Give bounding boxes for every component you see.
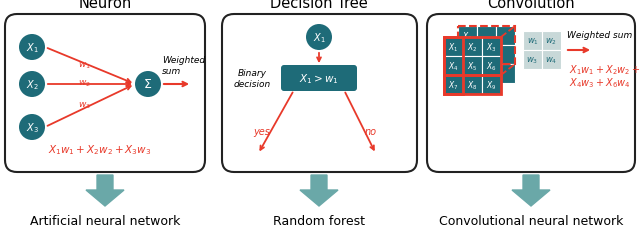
- Bar: [463, 76, 482, 95]
- Text: $w_4$: $w_4$: [545, 55, 557, 65]
- Text: $X_2$: $X_2$: [26, 78, 38, 92]
- Circle shape: [306, 25, 332, 51]
- Text: $X_9$: $X_9$: [462, 68, 473, 80]
- Text: $X_6$: $X_6$: [486, 60, 497, 72]
- Text: $X_3$: $X_3$: [462, 30, 473, 43]
- FancyBboxPatch shape: [5, 15, 205, 172]
- Bar: [458, 46, 477, 65]
- FancyBboxPatch shape: [427, 15, 635, 172]
- Bar: [482, 76, 501, 95]
- Circle shape: [19, 35, 45, 61]
- Bar: [463, 57, 482, 76]
- Text: $w_1$: $w_1$: [77, 60, 90, 71]
- Bar: [542, 32, 561, 51]
- Text: $X_1$: $X_1$: [313, 31, 325, 45]
- Bar: [477, 46, 496, 65]
- Bar: [477, 65, 496, 84]
- Text: $X_3$: $X_3$: [486, 41, 497, 54]
- Text: $X_9$: $X_9$: [486, 79, 497, 91]
- Text: $X_8$: $X_8$: [467, 79, 478, 91]
- Circle shape: [19, 114, 45, 140]
- Bar: [444, 38, 463, 95]
- Text: $X_7$: $X_7$: [448, 79, 459, 91]
- Text: Convolutional neural network: Convolutional neural network: [439, 215, 623, 227]
- Text: $X_4$: $X_4$: [448, 60, 459, 72]
- Bar: [444, 76, 463, 95]
- Text: yes: yes: [253, 126, 271, 136]
- Text: Decision Tree: Decision Tree: [270, 0, 368, 11]
- Text: $w_2$: $w_2$: [77, 78, 90, 89]
- Text: Random forest: Random forest: [273, 215, 365, 227]
- Bar: [482, 38, 501, 57]
- Text: $X_5$: $X_5$: [467, 60, 477, 72]
- Bar: [444, 76, 501, 95]
- Text: $w_2$: $w_2$: [545, 36, 557, 46]
- Text: $w_3$: $w_3$: [77, 100, 90, 110]
- Text: no: no: [365, 126, 377, 136]
- Text: $X_6$: $X_6$: [462, 49, 473, 61]
- Text: Binary
decision: Binary decision: [234, 69, 271, 88]
- Bar: [477, 27, 496, 46]
- FancyArrow shape: [512, 175, 550, 206]
- Text: $X_1w_1 + X_2w_2 + X_3w_3$: $X_1w_1 + X_2w_2 + X_3w_3$: [48, 142, 152, 156]
- Bar: [463, 38, 482, 57]
- Circle shape: [135, 72, 161, 98]
- Bar: [496, 46, 515, 65]
- Bar: [444, 38, 501, 76]
- Text: Convolution: Convolution: [487, 0, 575, 11]
- FancyArrow shape: [300, 175, 338, 206]
- Text: $X_1w_1 + X_2w_2 +$: $X_1w_1 + X_2w_2 +$: [569, 63, 640, 76]
- Bar: [542, 51, 561, 70]
- Bar: [444, 38, 463, 57]
- Bar: [496, 27, 515, 46]
- Text: $X_1$: $X_1$: [448, 41, 459, 54]
- Text: Weighted sum: Weighted sum: [567, 31, 632, 40]
- Bar: [496, 65, 515, 84]
- Text: $X_1 > w_1$: $X_1 > w_1$: [299, 72, 339, 85]
- Text: Artificial neural network: Artificial neural network: [30, 215, 180, 227]
- Bar: [482, 57, 501, 76]
- Bar: [523, 51, 542, 70]
- FancyBboxPatch shape: [281, 66, 357, 92]
- Text: $w_1$: $w_1$: [527, 36, 538, 46]
- Bar: [458, 27, 477, 46]
- Bar: [458, 27, 515, 65]
- Bar: [444, 57, 463, 76]
- Text: $w_3$: $w_3$: [527, 55, 539, 65]
- Bar: [458, 65, 477, 84]
- Circle shape: [19, 72, 45, 98]
- Text: $X_4w_3 + X_6w_4$: $X_4w_3 + X_6w_4$: [569, 76, 630, 89]
- FancyArrow shape: [86, 175, 124, 206]
- Text: $X_2$: $X_2$: [467, 41, 477, 54]
- Text: $X_1$: $X_1$: [26, 41, 38, 55]
- Text: Neuron: Neuron: [78, 0, 132, 11]
- Text: Weighted
sum: Weighted sum: [162, 56, 205, 75]
- Text: $X_3$: $X_3$: [26, 121, 38, 134]
- Text: $\Sigma$: $\Sigma$: [143, 78, 152, 91]
- Bar: [523, 32, 542, 51]
- FancyBboxPatch shape: [222, 15, 417, 172]
